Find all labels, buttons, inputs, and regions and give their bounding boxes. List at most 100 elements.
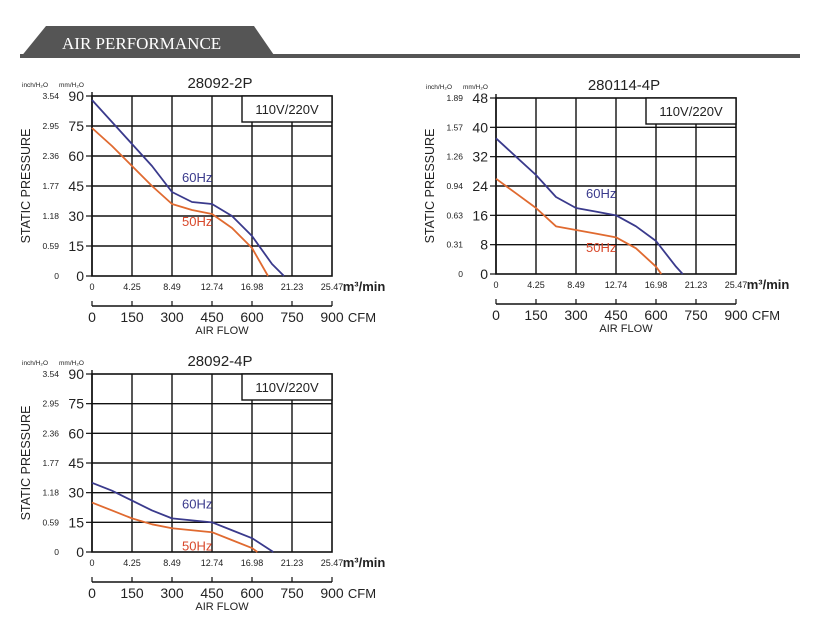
x-tick-label-cfm: 900 (320, 585, 344, 601)
y-tick-label-inch: 0 (54, 271, 59, 281)
y-tick-label-mm: 0 (480, 266, 488, 282)
y-tick-label-inch: 0.59 (42, 517, 59, 527)
x-unit-label-m3: m³/min (747, 277, 790, 292)
y-tick-label-inch: 1.18 (42, 211, 59, 221)
x-tick-label-m3: 16.98 (241, 282, 264, 292)
y-tick-label-mm: 60 (68, 148, 84, 164)
y-tick-label-mm: 30 (68, 485, 84, 501)
x-tick-label-cfm: 300 (160, 309, 184, 325)
x-tick-label-cfm: 0 (88, 585, 96, 601)
unit-label-inch: inch/H₂O (426, 84, 452, 91)
x-tick-label-cfm: 600 (240, 309, 264, 325)
y-tick-label-inch: 1.18 (42, 488, 59, 498)
y-tick-label-mm: 15 (68, 514, 84, 530)
y-tick-label-mm: 60 (68, 425, 84, 441)
note-box (241, 373, 333, 401)
y-tick-label-mm: 48 (472, 90, 488, 106)
x-tick-label-m3: 4.25 (527, 280, 545, 290)
series-label-50hz: 50Hz (182, 538, 212, 553)
note-box (241, 95, 333, 123)
y-axis-label: STATIC PRESSURE (423, 129, 437, 244)
x-tick-label-cfm: 900 (724, 307, 748, 323)
x-tick-label-cfm: 450 (604, 307, 628, 323)
y-tick-label-mm: 15 (68, 238, 84, 254)
x-tick-label-m3: 8.49 (163, 558, 181, 568)
series-label-50hz: 50Hz (586, 240, 616, 255)
x-unit-label-m3: m³/min (343, 555, 386, 570)
y-tick-label-inch: 0.59 (42, 241, 59, 251)
x-tick-label-cfm: 750 (280, 309, 304, 325)
y-tick-label-mm: 24 (472, 178, 488, 194)
x-tick-label-cfm: 0 (88, 309, 96, 325)
x-tick-label-cfm: 150 (524, 307, 548, 323)
y-tick-label-mm: 45 (68, 178, 84, 194)
plot-frame (91, 95, 333, 277)
x-tick-label-m3: 16.98 (645, 280, 668, 290)
y-tick-label-mm: 75 (68, 118, 84, 134)
y-tick-label-inch: 3.54 (42, 91, 59, 101)
x-tick-label-cfm: 0 (492, 307, 500, 323)
x-tick-label-m3: 21.23 (685, 280, 708, 290)
x-tick-label-m3: 12.74 (605, 280, 628, 290)
y-tick-label-mm: 30 (68, 208, 84, 224)
y-tick-label-mm: 75 (68, 396, 84, 412)
y-tick-label-mm: 16 (472, 207, 488, 223)
y-tick-label-mm: 0 (76, 544, 84, 560)
x-tick-label-m3: 4.25 (123, 558, 141, 568)
unit-label-mm: mm/H₂O (463, 84, 488, 91)
note-voltage: 110V/220V (255, 380, 319, 395)
x-tick-label-cfm: 150 (120, 585, 144, 601)
x-tick-label-m3: 25.47 (321, 558, 344, 568)
y-tick-label-inch: 1.77 (42, 181, 59, 191)
x-tick-label-cfm: 750 (684, 307, 708, 323)
note-voltage: 110V/220V (255, 102, 319, 117)
series-label-60hz: 60Hz (182, 170, 212, 185)
y-tick-label-inch: 2.36 (42, 151, 59, 161)
series-line-50hz (91, 501, 258, 553)
x-tick-label-m3: 12.74 (201, 558, 224, 568)
x-tick-label-m3: 8.49 (567, 280, 585, 290)
plot-frame (495, 97, 737, 275)
y-tick-label-mm: 90 (68, 88, 84, 104)
x-tick-label-m3: 0 (89, 282, 94, 292)
series-line-60hz (91, 99, 285, 277)
plot-frame (91, 373, 333, 553)
y-tick-label-inch: 3.54 (42, 369, 59, 379)
y-tick-label-inch: 1.89 (446, 93, 463, 103)
y-tick-label-mm: 40 (472, 119, 488, 135)
series-label-60hz: 60Hz (182, 496, 212, 511)
x-tick-label-cfm: 450 (200, 309, 224, 325)
series-label-50hz: 50Hz (182, 214, 212, 229)
x-unit-label-cfm: CFM (752, 308, 780, 323)
x-tick-label-m3: 8.49 (163, 282, 181, 292)
unit-label-inch: inch/H₂O (22, 360, 48, 367)
unit-label-inch: inch/H₂O (22, 82, 48, 89)
unit-label-mm: mm/H₂O (59, 82, 84, 89)
series-line-50hz (91, 127, 269, 277)
x-tick-label-m3: 21.23 (281, 558, 304, 568)
x-tick-label-cfm: 150 (120, 309, 144, 325)
x-axis-label: AIR FLOW (195, 601, 249, 613)
series-line-60hz (91, 481, 274, 553)
x-tick-label-m3: 25.47 (321, 282, 344, 292)
x-unit-label-m3: m³/min (343, 279, 386, 294)
y-tick-label-inch: 2.95 (42, 399, 59, 409)
chart-title: 280114-4P (588, 77, 660, 94)
x-axis-label: AIR FLOW (195, 325, 249, 337)
section-header-graphic: AIR PERFORMANCE (20, 26, 800, 58)
y-tick-label-mm: 0 (76, 268, 84, 284)
y-axis-label: STATIC PRESSURE (19, 129, 33, 244)
x-tick-label-m3: 16.98 (241, 558, 264, 568)
y-tick-label-mm: 32 (472, 149, 488, 165)
y-tick-label-inch: 0 (458, 269, 463, 279)
chart-title: 28092-4P (187, 353, 252, 370)
x-tick-label-m3: 0 (493, 280, 498, 290)
x-tick-label-cfm: 900 (320, 309, 344, 325)
y-tick-label-inch: 1.77 (42, 458, 59, 468)
x-tick-label-m3: 12.74 (201, 282, 224, 292)
series-line-50hz (495, 177, 663, 275)
x-tick-label-m3: 21.23 (281, 282, 304, 292)
